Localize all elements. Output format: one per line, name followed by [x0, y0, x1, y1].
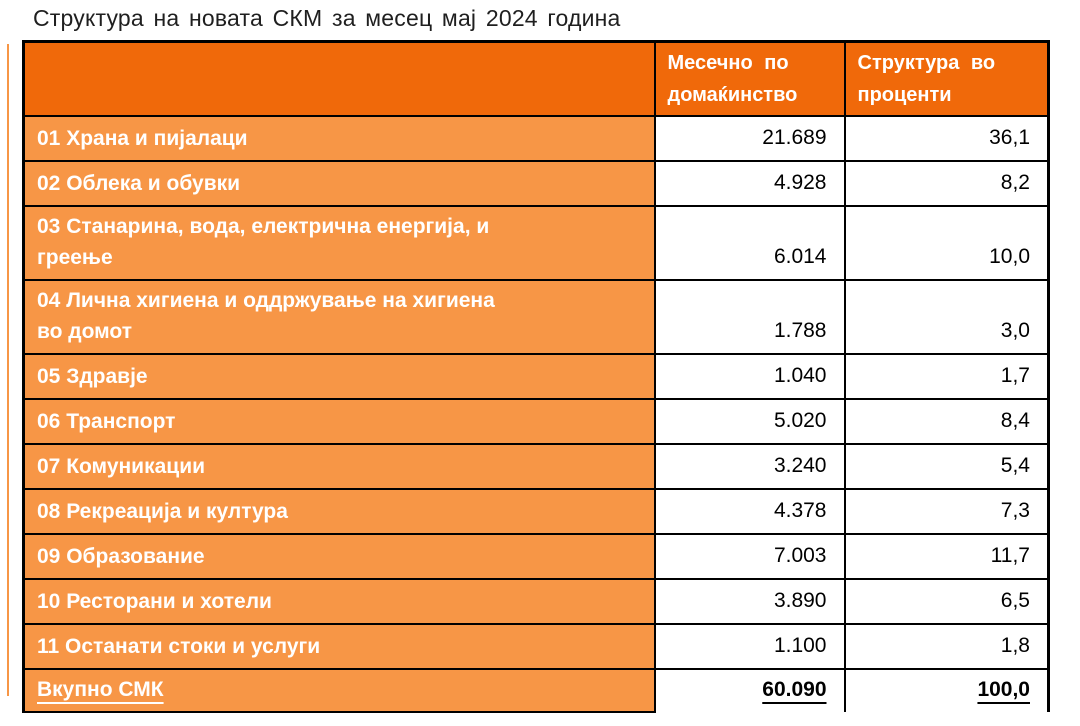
monthly-value-cell: 21.689 [653, 115, 846, 162]
left-edge-stripe [7, 44, 9, 696]
total-percent-cell: 100,0 [843, 668, 1050, 712]
percent-value-cell: 6,5 [843, 578, 1050, 625]
category-cell: 09 Образование [22, 533, 656, 580]
header-monthly-cell: Месечно по домаќинство [653, 40, 846, 117]
monthly-value-cell: 3.890 [653, 578, 846, 625]
percent-value-cell: 11,7 [843, 533, 1050, 580]
header-category-cell [22, 40, 656, 117]
category-cell: 05 Здравје [22, 353, 656, 400]
monthly-value-cell: 3.240 [653, 443, 846, 490]
percent-value-cell: 36,1 [843, 115, 1050, 162]
table-row: 07 Комуникации 3.240 5,4 [22, 443, 1050, 490]
monthly-value-cell: 1.788 [653, 279, 846, 355]
table-row: 05 Здравје 1.040 1,7 [22, 353, 1050, 400]
percent-value-cell: 1,8 [843, 623, 1050, 670]
category-cell: 08 Рекреација и култура [22, 488, 656, 535]
percent-value-cell: 3,0 [843, 279, 1050, 355]
percent-value-cell: 7,3 [843, 488, 1050, 535]
category-cell: 03 Станарина, вода, електрична енергија,… [22, 205, 656, 281]
total-row: Вкупно СМК 60.090 100,0 [22, 668, 1050, 713]
category-cell: 11 Останати стоки и услуги [22, 623, 656, 670]
category-cell: 10 Ресторани и хотели [22, 578, 656, 625]
monthly-value-cell: 4.378 [653, 488, 846, 535]
percent-value-cell: 8,2 [843, 160, 1050, 207]
page-title: Структура на новата СКМ за месец мај 202… [33, 5, 621, 31]
table-row: 10 Ресторани и хотели 3.890 6,5 [22, 578, 1050, 625]
monthly-value-cell: 7.003 [653, 533, 846, 580]
category-cell: 01 Храна и пијалаци [22, 115, 656, 162]
percent-value-cell: 10,0 [843, 205, 1050, 281]
table-row: 04 Лична хигиена и оддржување на хигиена… [22, 279, 1050, 355]
table-row: 11 Останати стоки и услуги 1.100 1,8 [22, 623, 1050, 670]
table-row: 02 Облека и обувки 4.928 8,2 [22, 160, 1050, 207]
table-row: 08 Рекреација и култура 4.378 7,3 [22, 488, 1050, 535]
monthly-value-cell: 5.020 [653, 398, 846, 445]
category-cell: 07 Комуникации [22, 443, 656, 490]
table-row: 06 Транспорт 5.020 8,4 [22, 398, 1050, 445]
category-cell: 06 Транспорт [22, 398, 656, 445]
monthly-value-cell: 4.928 [653, 160, 846, 207]
percent-value-cell: 5,4 [843, 443, 1050, 490]
monthly-value-cell: 6.014 [653, 205, 846, 281]
monthly-value-cell: 1.040 [653, 353, 846, 400]
percent-value-cell: 8,4 [843, 398, 1050, 445]
total-label-cell: Вкупно СМК [22, 668, 656, 713]
skm-structure-table: Месечно по домаќинство Структура во проц… [22, 40, 1050, 713]
table-row: 01 Храна и пијалаци 21.689 36,1 [22, 115, 1050, 162]
category-cell: 04 Лична хигиена и оддржување на хигиена… [22, 279, 656, 355]
category-cell: 02 Облека и обувки [22, 160, 656, 207]
header-percent-cell: Структура во проценти [843, 40, 1050, 117]
total-monthly-cell: 60.090 [653, 668, 846, 712]
monthly-value-cell: 1.100 [653, 623, 846, 670]
table-row: 03 Станарина, вода, електрична енергија,… [22, 205, 1050, 281]
percent-value-cell: 1,7 [843, 353, 1050, 400]
header-row: Месечно по домаќинство Структура во проц… [22, 40, 1050, 117]
table-row: 09 Образование 7.003 11,7 [22, 533, 1050, 580]
